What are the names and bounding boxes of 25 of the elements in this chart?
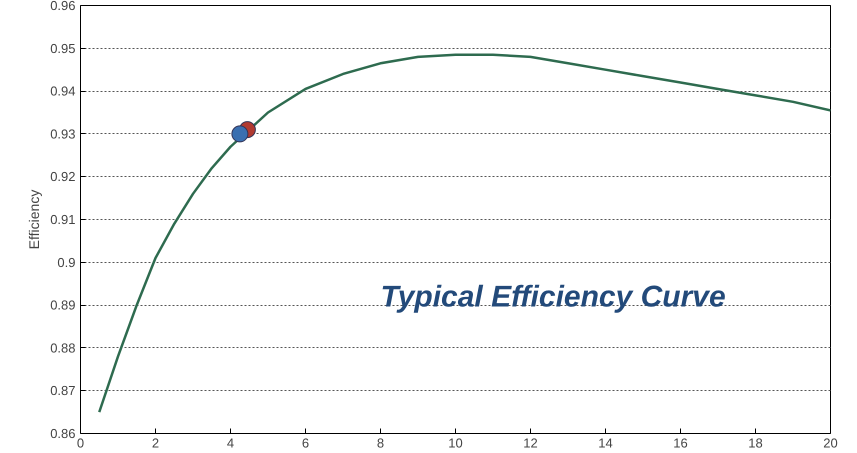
- y-tick-label: 0.88: [50, 340, 76, 356]
- x-tick-label: 6: [302, 436, 310, 450]
- x-tick-label: 4: [226, 436, 234, 450]
- x-tick-label: 14: [598, 436, 613, 450]
- y-axis-title: Efficiency: [26, 190, 42, 250]
- x-tick-label: 18: [748, 436, 763, 450]
- y-tick-label: 0.86: [50, 426, 76, 441]
- y-tick-label: 0.93: [50, 126, 76, 142]
- y-tick-label: 0.94: [50, 84, 76, 99]
- x-tick-label: 0: [76, 436, 84, 450]
- line-series: [98, 53, 830, 414]
- y-tick-label: 0.91: [50, 212, 76, 227]
- y-tick-label: 0.87: [50, 383, 76, 398]
- x-tick-label: 8: [376, 436, 384, 450]
- y-tick-label: 0.96: [50, 0, 76, 13]
- y-tick-label: 0.89: [50, 298, 76, 313]
- x-tick-label: 2: [152, 436, 160, 450]
- annotation: Typical Efficiency Curve: [380, 280, 726, 314]
- y-tick-label: 0.9: [57, 254, 76, 270]
- x-tick-label: 12: [523, 436, 538, 450]
- x-tick-label: 16: [673, 436, 688, 450]
- x-tick-label: 20: [823, 436, 838, 450]
- x-tick-label: 10: [448, 436, 463, 450]
- y-tick-label: 0.95: [50, 40, 76, 56]
- y-tick-label: 0.92: [50, 169, 76, 184]
